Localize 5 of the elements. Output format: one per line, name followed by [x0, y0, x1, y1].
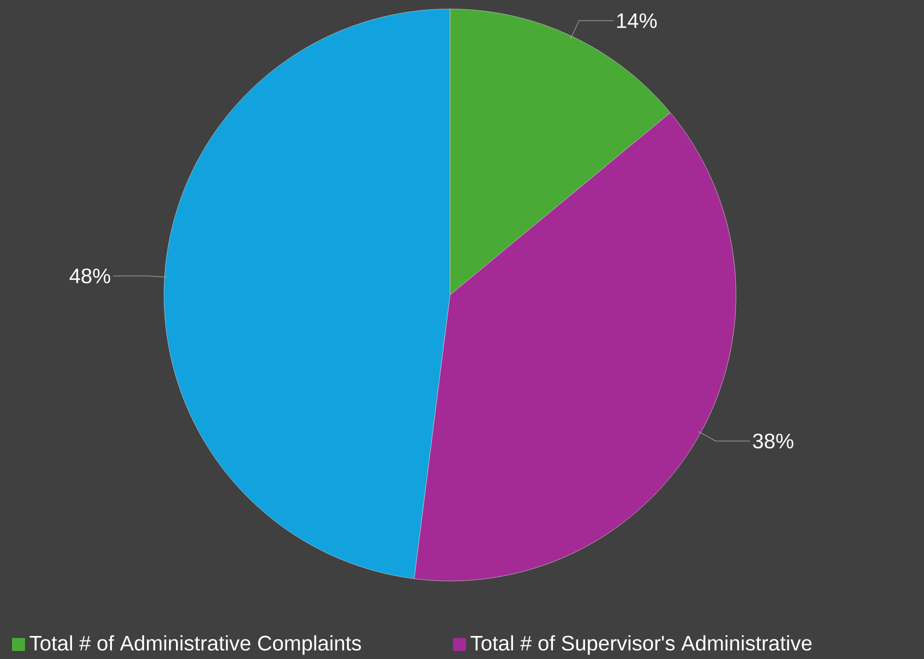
data-label: 48%	[70, 268, 110, 284]
legend-label: Total # of Administrative Complaints	[30, 635, 361, 655]
legend-label: Total # of Supervisor's Administrative	[470, 635, 812, 655]
data-label: 38%	[752, 434, 794, 448]
data-label: 14%	[617, 13, 657, 28]
